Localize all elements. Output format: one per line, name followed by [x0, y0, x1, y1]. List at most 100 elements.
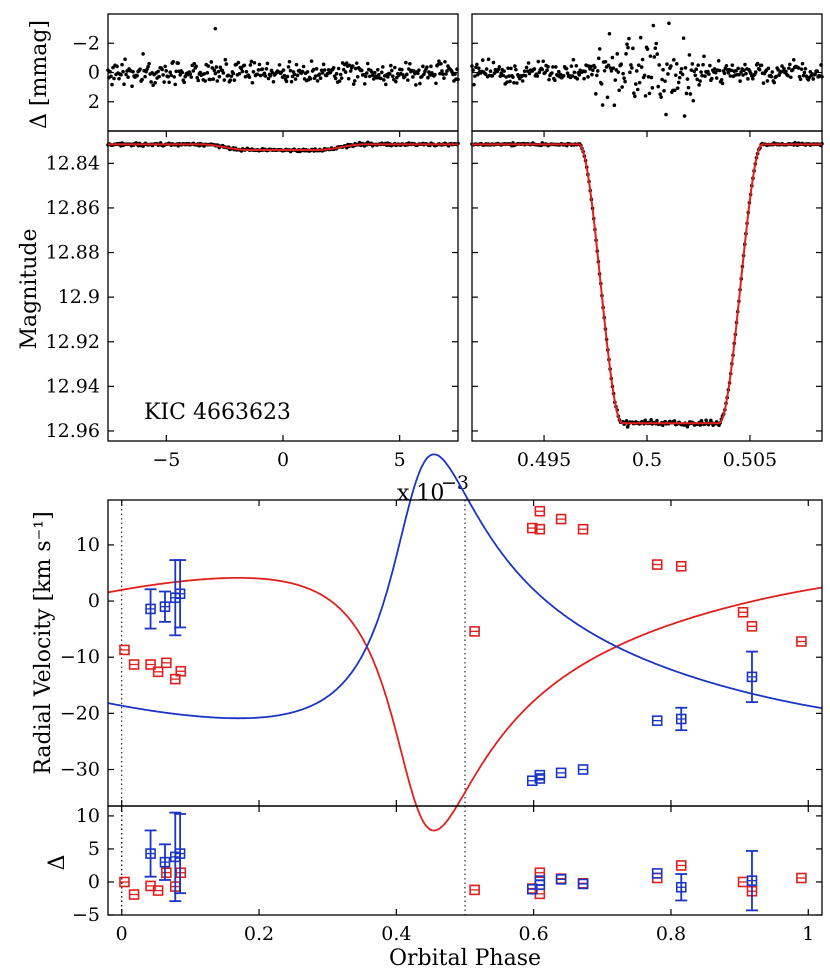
residual-left-point — [221, 71, 226, 75]
residual-right-point — [589, 64, 593, 69]
residual-left-point — [434, 81, 438, 86]
residual-left-point — [334, 71, 339, 76]
residual-right-point — [780, 64, 784, 68]
residual-right-point — [765, 79, 770, 83]
residual-right-point — [686, 85, 691, 90]
residual-right-point — [523, 73, 528, 78]
residual-right-point — [471, 68, 475, 72]
residual-left-point — [285, 74, 290, 79]
residual-left-point — [385, 75, 390, 79]
residual-left-point — [182, 80, 187, 85]
residual-left-point — [229, 74, 234, 79]
residual-left-point — [371, 77, 376, 81]
residual-left-point — [161, 73, 165, 77]
residual-left-point — [421, 64, 425, 69]
residual-right-point — [596, 56, 601, 61]
rv-y-tick-label: −30 — [60, 759, 100, 781]
rv-residual-x-tick-label: 0 — [116, 923, 128, 945]
residual-left-point — [173, 82, 177, 87]
residual-right-point — [659, 95, 663, 99]
residual-right-point — [661, 67, 665, 72]
residual-right-point — [722, 71, 727, 76]
residual-left-point — [406, 78, 410, 82]
residual-left-point — [205, 71, 210, 75]
residual-right-point — [742, 68, 746, 73]
residual-left-point — [143, 74, 147, 79]
residual-left-y-tick-label: −2 — [72, 32, 100, 54]
residual-right-point — [757, 67, 762, 72]
residual-right-point — [635, 87, 640, 92]
residual-left-point — [311, 67, 316, 72]
residual-right-point — [682, 114, 687, 118]
lightcurve-right-point — [655, 418, 659, 423]
residual-left-point — [192, 61, 197, 66]
residual-right-point — [622, 76, 626, 80]
residual-left-point — [249, 59, 254, 64]
residual-left-point — [237, 72, 242, 76]
residual-left-point — [292, 72, 297, 77]
residual-right-point — [556, 69, 561, 74]
residual-right-point — [547, 77, 551, 82]
residual-left-point — [239, 66, 244, 71]
residual-left-point — [163, 64, 167, 69]
residual-right-point — [820, 74, 824, 79]
lightcurve-left-y-tick-label: 12.84 — [46, 152, 100, 174]
residual-left-point — [363, 74, 368, 79]
residual-left-point — [168, 70, 172, 75]
residual-left-point — [425, 65, 429, 69]
residual-left-point — [379, 70, 384, 75]
residual-right-point — [586, 75, 590, 79]
residual-right-point — [750, 76, 755, 81]
residual-right-point — [502, 69, 506, 73]
residual-left-point — [352, 79, 357, 83]
rv-residual-ylabel: Δ — [45, 855, 70, 871]
residual-left-point — [422, 72, 426, 77]
residual-right-point — [755, 61, 760, 66]
residual-right-point — [553, 78, 557, 83]
residual-left-point — [367, 74, 372, 79]
lightcurve-right-model — [472, 143, 822, 425]
residual-right-point — [710, 76, 714, 81]
residual-left-point — [378, 76, 383, 81]
residual-right-point — [784, 69, 788, 74]
residual-left-point — [359, 68, 364, 73]
residual-right-point — [702, 54, 706, 59]
residual-right-point — [700, 73, 704, 78]
residual-right-point — [577, 73, 582, 77]
residual-right-point — [676, 80, 681, 85]
residual-left-point — [172, 75, 176, 79]
residual-right-point — [629, 63, 633, 67]
residual-right-point — [650, 86, 655, 90]
residual-right-point — [674, 62, 679, 66]
lightcurve-right-frame — [471, 130, 823, 442]
lightcurve-left-y-tick-label: 12.96 — [46, 420, 100, 442]
residual-right-point — [522, 69, 527, 73]
residual-left-point — [314, 67, 319, 71]
residual-right-point — [607, 31, 612, 36]
residual-right-point — [609, 69, 614, 73]
residual-right-point — [634, 69, 639, 73]
residual-left-point — [156, 69, 160, 74]
residual-left-point — [287, 59, 292, 64]
rv-ylabel: Radial Velocity [km s⁻¹] — [31, 511, 56, 774]
residual-left-point — [166, 74, 170, 79]
residual-right-point — [739, 70, 743, 74]
residual-left-point — [176, 61, 181, 65]
residual-right-point — [648, 54, 653, 58]
residual-left-point — [355, 74, 360, 79]
residual-right-point — [591, 68, 595, 73]
residual-left-point — [217, 74, 222, 79]
lightcurve-right-x-tick-label: 0.495 — [517, 449, 571, 471]
residual-right-point — [708, 63, 712, 68]
residual-left-point — [266, 76, 271, 81]
residual-right-point — [679, 66, 684, 71]
residual-left-point — [372, 70, 377, 75]
residual-right-point — [698, 79, 702, 83]
residual-right-point — [737, 72, 741, 77]
lightcurve-left-y-tick-label: 12.86 — [46, 197, 100, 219]
residual-right-point — [813, 72, 817, 77]
residual-right-point — [472, 82, 476, 87]
residual-right-point — [520, 79, 525, 83]
residual-left-point — [232, 78, 237, 82]
